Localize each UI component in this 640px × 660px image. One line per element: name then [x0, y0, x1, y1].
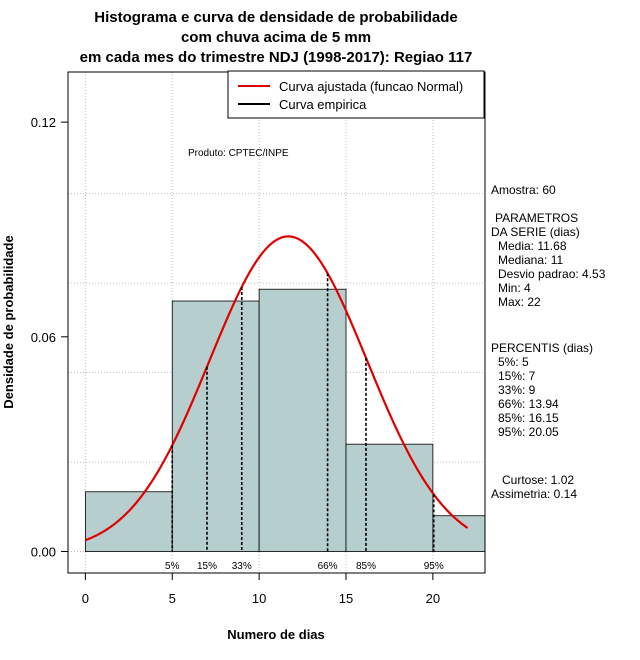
percentile-label-0: 5%: [165, 561, 180, 572]
histogram-bar-3: [345, 443, 434, 552]
percentile-label-4: 85%: [356, 561, 376, 572]
normal-fit-curve: [84, 235, 469, 542]
stat-perc-header: PERCENTIS (dias): [491, 341, 593, 355]
x-axis-title: Numero de dias: [227, 627, 325, 642]
x-tick-label-3: 15: [339, 591, 353, 606]
stat-desvio: Desvio padrao: 4.53: [498, 267, 606, 281]
stat-param-header-1: PARAMETROS: [495, 211, 578, 225]
x-tick-label-2: 10: [252, 591, 266, 606]
percentile-label-5: 95%: [424, 561, 444, 572]
legend-box: [227, 70, 485, 119]
histogram-bar-2: [258, 288, 347, 552]
stat-curtose: Curtose: 1.02: [502, 473, 574, 487]
stat-min: Min: 4: [498, 281, 531, 295]
normal-curve: [84, 235, 469, 542]
legend-label-empirical: Curva empirica: [279, 97, 367, 112]
stat-mediana: Mediana: 11: [498, 253, 563, 267]
histogram-bar-0: [84, 491, 173, 552]
stat-media: Media: 11.68: [498, 239, 567, 253]
y-tick-label-0: 0.00: [31, 545, 56, 560]
percentile-label-2: 33%: [232, 561, 252, 572]
x-tick-label-4: 20: [426, 591, 440, 606]
histogram-bars: [84, 288, 486, 552]
stat-amostra: Amostra: 60: [491, 183, 556, 197]
stat-p66: 66%: 13.94: [498, 397, 559, 411]
stats-panel: Amostra: 60 PARAMETROS DA SERIE (dias) M…: [491, 183, 606, 501]
stat-p5: 5%: 5: [498, 355, 529, 369]
legend-label-fitted: Curva ajustada (funcao Normal): [279, 79, 463, 94]
stat-p15: 15%: 7: [498, 369, 536, 383]
percentile-label-1: 15%: [197, 561, 217, 572]
chart-title-line-2: com chuva acima de 5 mm: [181, 29, 371, 46]
x-tick-label-0: 0: [82, 591, 89, 606]
stat-p85: 85%: 16.15: [498, 411, 559, 425]
y-tick-label-1: 0.06: [31, 330, 56, 345]
legend: Curva ajustada (funcao Normal) Curva emp…: [227, 70, 485, 119]
chart-title-line-1: Histograma e curva de densidade de proba…: [94, 9, 457, 26]
y-axis-title: Densidade de probabilidade: [1, 235, 16, 408]
x-tick-label-1: 5: [169, 591, 176, 606]
stat-p95: 95%: 20.05: [498, 425, 559, 439]
chart-title-line-3: em cada mes do trimestre NDJ (1998-2017)…: [80, 49, 473, 66]
stat-p33: 33%: 9: [498, 383, 536, 397]
y-tick-label-2: 0.12: [31, 115, 56, 130]
stat-assimetria: Assimetria: 0.14: [491, 487, 577, 501]
percentile-lines: 5% 15% 33% 66% 85% 95%: [165, 273, 444, 572]
stat-max: Max: 22: [498, 295, 541, 309]
stat-param-header-2: DA SERIE (dias): [491, 225, 580, 239]
product-annotation: Produto: CPTEC/INPE: [188, 148, 289, 159]
percentile-label-3: 66%: [318, 561, 338, 572]
axes: 0 5 10 15 20 0.00 0.06 0.12: [31, 71, 486, 606]
histogram-bar-1: [171, 300, 260, 552]
